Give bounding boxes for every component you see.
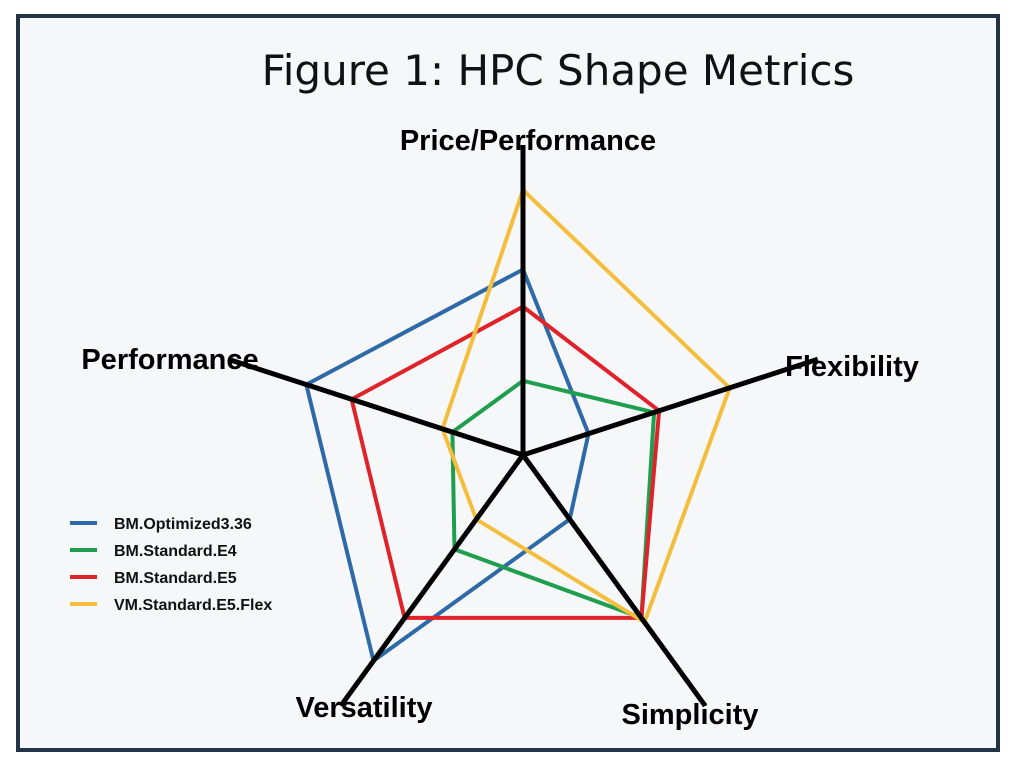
- series-polygon-2: [450, 378, 657, 621]
- chart-title: Figure 1: HPC Shape Metrics: [262, 46, 855, 95]
- axis-label-price-performance: Price/Performance: [400, 125, 656, 157]
- legend: BM.Optimized3.36 BM.Standard.E4 BM.Stand…: [70, 516, 272, 614]
- axis-label-performance: Performance: [81, 344, 258, 376]
- legend-label: VM.Standard.E5.Flex: [114, 597, 272, 614]
- axis-label-versatility: Versatility: [295, 692, 432, 724]
- axis-layer: [227, 145, 819, 708]
- series-polygon-1: [303, 266, 591, 665]
- legend-item: BM.Standard.E4: [70, 543, 237, 560]
- legend-item: VM.Standard.E5.Flex: [70, 597, 272, 614]
- figure-frame: [16, 14, 1000, 752]
- legend-label: BM.Standard.E5: [114, 570, 237, 587]
- axis-label-flexibility: Flexibility: [785, 351, 919, 383]
- axis-spoke-5: [227, 356, 524, 458]
- legend-item: BM.Optimized3.36: [70, 516, 252, 533]
- series-polygon-4: [440, 186, 733, 626]
- series-layer: [303, 186, 733, 665]
- axis-spoke-2: [522, 356, 819, 458]
- axis-spoke-4: [338, 453, 526, 708]
- legend-label: BM.Standard.E4: [114, 543, 237, 560]
- axis-label-simplicity: Simplicity: [622, 699, 759, 731]
- axis-spoke-3: [520, 453, 708, 708]
- series-polygon-3: [349, 304, 662, 620]
- legend-label: BM.Optimized3.36: [114, 516, 252, 533]
- legend-item: BM.Standard.E5: [70, 570, 237, 587]
